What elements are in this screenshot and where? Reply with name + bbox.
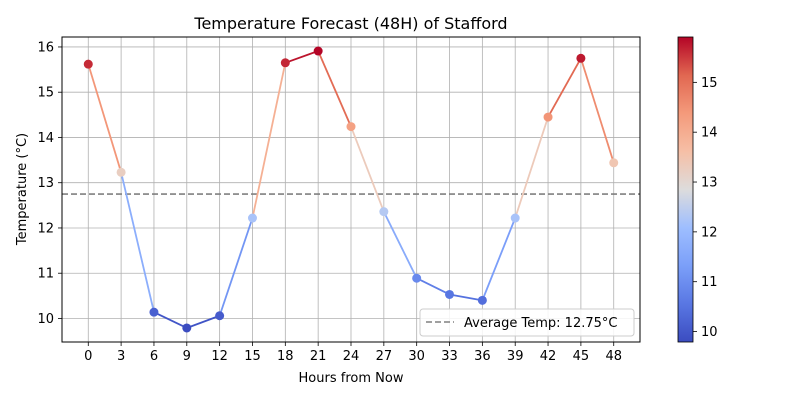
data-point bbox=[477, 295, 487, 305]
series-segment bbox=[218, 217, 254, 317]
y-axis-title: Temperature (°C) bbox=[15, 133, 30, 246]
data-point bbox=[346, 122, 356, 132]
x-tick-label: 24 bbox=[343, 349, 360, 364]
data-point bbox=[445, 289, 455, 299]
series-segment bbox=[186, 314, 220, 329]
data-point bbox=[149, 307, 159, 317]
series-segment bbox=[153, 311, 188, 329]
series-segment bbox=[547, 57, 582, 118]
data-point bbox=[83, 59, 93, 69]
colorbar: 10 11 12 13 14 15 bbox=[677, 36, 718, 343]
y-axis-ticks: 10 11 12 13 14 15 16 bbox=[37, 40, 62, 327]
x-axis-title: Hours from Now bbox=[299, 371, 404, 386]
series-segment bbox=[514, 116, 549, 219]
y-tick-label: 14 bbox=[37, 131, 54, 146]
x-tick-label: 33 bbox=[441, 349, 458, 364]
x-tick-label: 36 bbox=[474, 349, 491, 364]
data-point bbox=[182, 323, 192, 333]
colorbar-tick-label: 13 bbox=[701, 176, 718, 191]
x-tick-label: 12 bbox=[211, 349, 228, 364]
legend-entry: Average Temp: 12.75°C bbox=[464, 316, 617, 331]
series-segment bbox=[350, 126, 385, 212]
x-tick-label: 30 bbox=[408, 349, 425, 364]
series-segment bbox=[383, 211, 418, 279]
colorbar-tick-label: 15 bbox=[701, 76, 718, 91]
colorbar-tick-label: 14 bbox=[701, 126, 718, 141]
legend: Average Temp: 12.75°C bbox=[419, 308, 635, 337]
x-tick-label: 3 bbox=[117, 349, 125, 364]
series-segment bbox=[416, 277, 450, 296]
series-segment bbox=[120, 172, 155, 313]
series-segment bbox=[87, 63, 122, 173]
data-point bbox=[247, 213, 257, 223]
series-segment bbox=[285, 50, 319, 64]
y-tick-label: 15 bbox=[37, 86, 54, 101]
y-tick-label: 16 bbox=[37, 40, 54, 55]
y-tick-label: 10 bbox=[37, 312, 54, 327]
series-segment bbox=[251, 62, 287, 219]
x-axis-ticks: 0 3 6 9 12 15 18 21 24 27 30 33 36 39 42 45 48 bbox=[84, 342, 622, 364]
data-point bbox=[116, 167, 126, 177]
chart-title: Temperature Forecast (48H) of Stafford bbox=[193, 14, 507, 33]
colorbar-tick-label: 10 bbox=[701, 325, 718, 340]
data-point bbox=[543, 112, 553, 122]
x-gridlines bbox=[87, 37, 615, 342]
y-tick-label: 13 bbox=[37, 176, 54, 191]
y-tick-label: 12 bbox=[37, 221, 54, 236]
y-gridlines bbox=[62, 46, 640, 319]
legend-box bbox=[419, 308, 635, 337]
data-point bbox=[379, 207, 389, 217]
data-point bbox=[215, 311, 225, 321]
x-tick-label: 21 bbox=[310, 349, 327, 364]
series-segment bbox=[580, 57, 615, 164]
colorbar-gradient bbox=[677, 36, 694, 343]
data-point bbox=[412, 273, 422, 283]
series-segment bbox=[481, 217, 517, 301]
colorbar-tick-label: 12 bbox=[701, 225, 718, 240]
x-tick-label: 42 bbox=[540, 349, 557, 364]
series-points bbox=[83, 46, 619, 333]
x-tick-label: 0 bbox=[84, 349, 92, 364]
data-point bbox=[609, 158, 619, 168]
data-point bbox=[576, 53, 586, 63]
series-segment bbox=[449, 293, 483, 302]
series-line bbox=[87, 50, 615, 329]
colorbar-ticks: 10 11 12 13 14 15 bbox=[693, 76, 718, 340]
data-point bbox=[313, 46, 323, 56]
x-tick-label: 45 bbox=[573, 349, 590, 364]
series-segment bbox=[317, 50, 352, 127]
x-tick-label: 27 bbox=[376, 349, 393, 364]
data-point bbox=[510, 213, 520, 223]
x-tick-label: 39 bbox=[507, 349, 524, 364]
x-tick-label: 9 bbox=[183, 349, 191, 364]
plot-area: 0 3 6 9 12 15 18 21 24 27 30 33 36 39 42 45 48 101112131… bbox=[37, 36, 641, 364]
colorbar-tick-label: 11 bbox=[701, 275, 718, 290]
y-tick-label: 11 bbox=[37, 267, 54, 282]
x-tick-label: 15 bbox=[244, 349, 261, 364]
data-point bbox=[280, 58, 290, 68]
x-tick-label: 18 bbox=[277, 349, 294, 364]
x-tick-label: 6 bbox=[150, 349, 158, 364]
x-tick-label: 48 bbox=[605, 349, 622, 364]
